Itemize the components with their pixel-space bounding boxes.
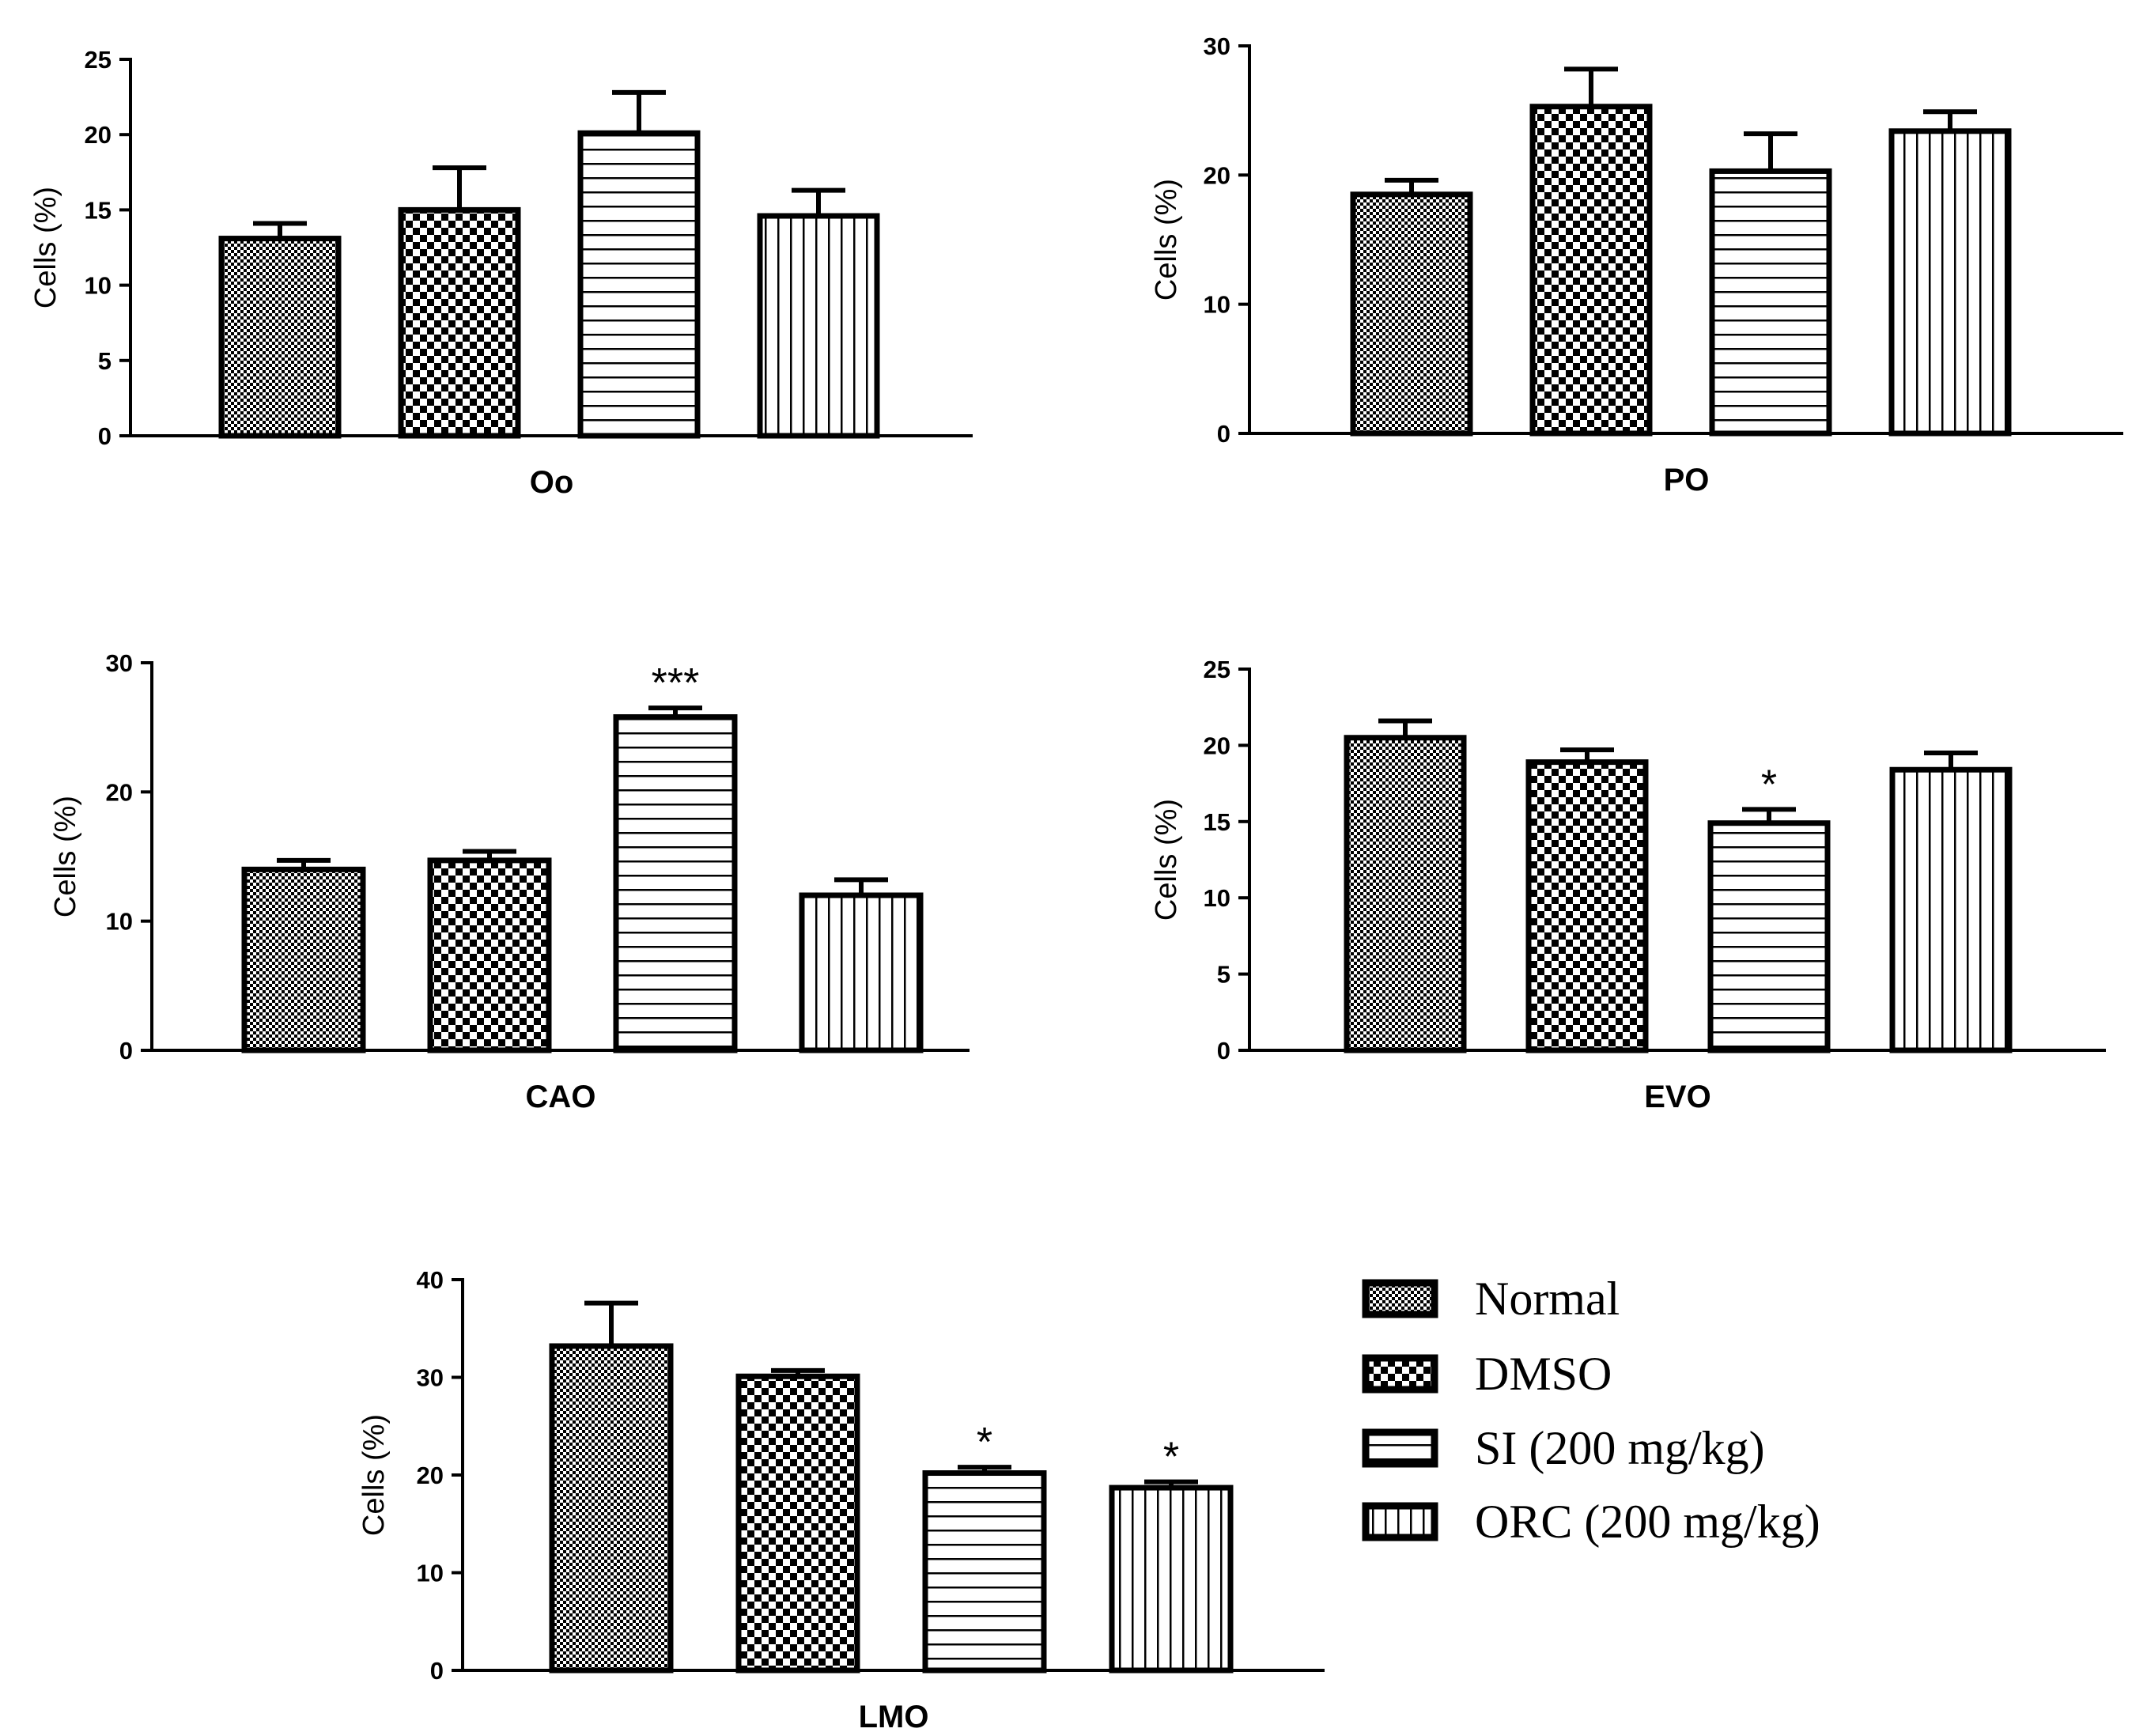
x-axis-label-lmo: LMO: [859, 1700, 929, 1734]
legend-swatch-si: [1362, 1428, 1438, 1468]
legend-label-normal: Normal: [1475, 1273, 1620, 1325]
bar-lmo-orc: [1109, 1484, 1234, 1674]
bar-cao-si: [613, 714, 738, 1053]
bar-evo-si: [1707, 820, 1831, 1053]
chart-panel-evo: * 0 5 10 15 20 25 Cells (%) EVO: [1150, 656, 2106, 1114]
legend-swatch-orc: [1362, 1502, 1438, 1541]
significance-cao-si: ***: [652, 660, 700, 706]
y-tick-label-oo-25: 25: [85, 46, 112, 74]
y-tick-label-cao-10: 10: [106, 908, 133, 936]
y-tick-label-oo-15: 15: [85, 196, 112, 224]
legend-item-orc: ORC (200 mg/kg): [1362, 1496, 1820, 1548]
bar-oo-dmso: [398, 206, 521, 439]
legend-label-orc: ORC (200 mg/kg): [1475, 1496, 1820, 1548]
chart-panel-cao: *** 0 10 20 30 Cells (%) CAO: [49, 649, 970, 1114]
legend-item-normal: Normal: [1362, 1273, 1620, 1325]
y-axis-label-cao: Cells (%): [49, 796, 82, 917]
x-axis-label-po: PO: [1664, 463, 1710, 497]
y-tick-label-oo-20: 20: [85, 121, 112, 149]
significance-evo-si: *: [1761, 762, 1777, 807]
y-tick-label-po-10: 10: [1204, 291, 1230, 319]
x-axis-label-oo: Oo: [530, 465, 574, 500]
bar-po-normal: [1350, 191, 1473, 437]
bar-evo-orc: [1889, 766, 2013, 1053]
y-tick-label-po-0: 0: [1217, 420, 1230, 448]
y-tick-label-lmo-20: 20: [417, 1462, 444, 1489]
y-tick-label-evo-10: 10: [1204, 884, 1230, 912]
legend: Normal DMSO SI (200 mg/kg) ORC (200 mg/k…: [1362, 1273, 1820, 1548]
bar-lmo-dmso: [735, 1373, 860, 1674]
y-tick-label-cao-20: 20: [106, 778, 133, 806]
bar-po-si: [1709, 168, 1832, 437]
y-tick-label-evo-25: 25: [1204, 656, 1230, 683]
y-tick-label-oo-0: 0: [98, 422, 112, 450]
bar-po-dmso: [1529, 104, 1653, 437]
y-tick-label-lmo-30: 30: [417, 1364, 444, 1392]
x-axis-label-cao: CAO: [526, 1080, 596, 1114]
y-axis-label-evo: Cells (%): [1150, 799, 1183, 921]
bar-lmo-normal: [549, 1343, 674, 1674]
legend-swatch-normal: [1362, 1279, 1438, 1318]
y-axis-label-oo: Cells (%): [29, 187, 62, 308]
significance-lmo-orc: *: [1163, 1435, 1179, 1481]
legend-swatch-dmso: [1362, 1354, 1438, 1394]
y-axis-label-lmo: Cells (%): [357, 1414, 391, 1536]
significance-lmo-si: *: [977, 1420, 992, 1466]
bar-oo-orc: [757, 213, 880, 439]
bar-lmo-si: [922, 1470, 1047, 1674]
bar-cao-dmso: [427, 857, 552, 1053]
bar-oo-si: [577, 130, 701, 439]
bar-cao-orc: [799, 892, 924, 1053]
bar-cao-normal: [241, 866, 366, 1053]
legend-label-si: SI (200 mg/kg): [1475, 1422, 1765, 1474]
y-tick-label-evo-5: 5: [1217, 961, 1230, 989]
x-axis-label-evo: EVO: [1644, 1080, 1710, 1114]
bar-po-orc: [1888, 128, 2012, 437]
legend-item-dmso: DMSO: [1362, 1348, 1612, 1400]
y-tick-label-cao-0: 0: [119, 1037, 133, 1065]
y-tick-label-lmo-10: 10: [417, 1560, 444, 1587]
y-tick-label-evo-20: 20: [1204, 732, 1230, 759]
y-tick-label-lmo-40: 40: [417, 1266, 444, 1294]
y-tick-label-po-30: 30: [1204, 32, 1230, 60]
y-tick-label-evo-0: 0: [1217, 1037, 1230, 1065]
chart-panel-po: 0 10 20 30 Cells (%) PO: [1150, 32, 2123, 497]
bar-evo-normal: [1344, 735, 1467, 1053]
y-axis-label-po: Cells (%): [1150, 179, 1183, 301]
bar-oo-normal: [218, 236, 342, 439]
legend-item-si: SI (200 mg/kg): [1362, 1422, 1765, 1474]
y-tick-label-oo-5: 5: [98, 347, 112, 375]
chart-panel-oo: 0 5 10 15 20 25 Cells (%) Oo: [29, 46, 973, 500]
y-tick-label-oo-10: 10: [85, 272, 112, 300]
legend-label-dmso: DMSO: [1475, 1348, 1612, 1400]
y-tick-label-evo-15: 15: [1204, 808, 1230, 836]
y-tick-label-cao-30: 30: [106, 649, 133, 677]
y-tick-label-lmo-0: 0: [430, 1657, 444, 1685]
bar-evo-dmso: [1525, 759, 1649, 1053]
chart-panel-lmo: * * 0 10 20 30 40 Cells (%) LMO: [357, 1266, 1325, 1734]
y-tick-label-po-20: 20: [1204, 161, 1230, 189]
